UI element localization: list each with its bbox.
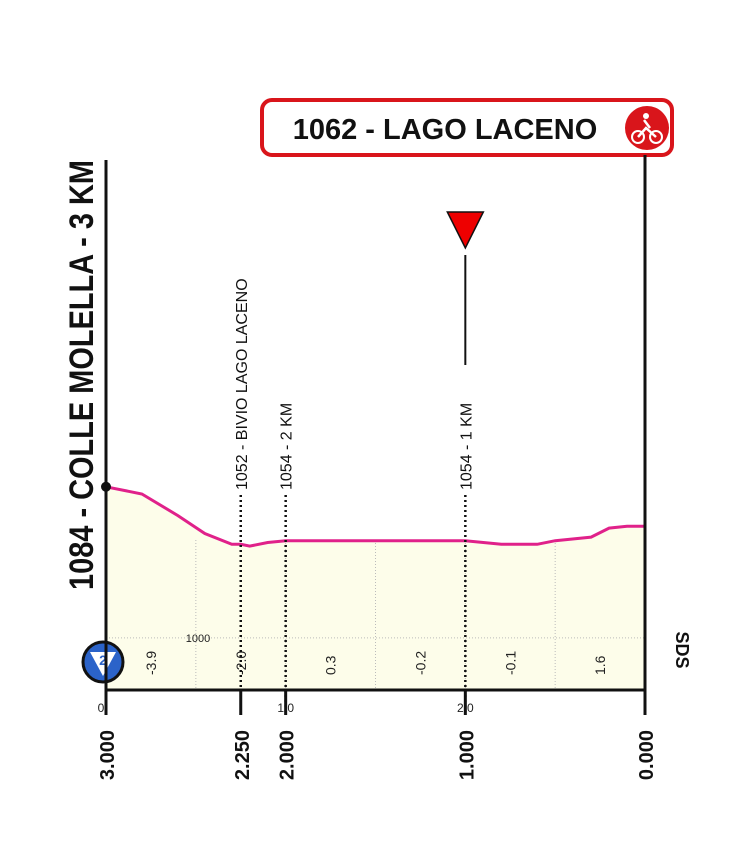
start-label: 1084 - COLLE MOLELLA - 3 KM [63,160,101,590]
gradient-label: -0.1 [502,651,518,675]
x-tick-label: 3.000 [97,730,119,780]
gradient-label: 1.6 [592,655,608,675]
x-tick-label: 2.000 [277,730,299,780]
x-tick-label: 0.000 [636,730,658,780]
gradient-label: -3.9 [143,651,159,675]
gradient-label: 0.3 [323,655,339,675]
y-tick-label: 1000 [186,633,210,645]
category-label: 2 [99,652,107,668]
x-tick-label: 2.250 [232,730,254,780]
gradient-label: -2.0 [233,651,249,675]
gradient-label: -0.2 [412,651,428,675]
point-label: 1052 - BIVIO LAGO LACENO [234,278,251,490]
point-label: 1054 - 1 KM [458,403,475,490]
finish-title: 1062 - LAGO LACENO [293,114,598,146]
point-label: 1054 - 2 KM [279,403,296,490]
profile-line [105,485,645,548]
km-done-label: 2.0 [457,701,474,715]
logo: SDS [672,631,692,668]
km-done-label: 1.0 [277,701,294,715]
km-done-label: 0 [98,701,105,715]
category-badge: 2 [81,640,125,684]
x-tick-label: 1.000 [456,730,478,780]
finish-icon [625,106,669,150]
finish-box [260,98,674,157]
flag-marker [446,211,485,250]
